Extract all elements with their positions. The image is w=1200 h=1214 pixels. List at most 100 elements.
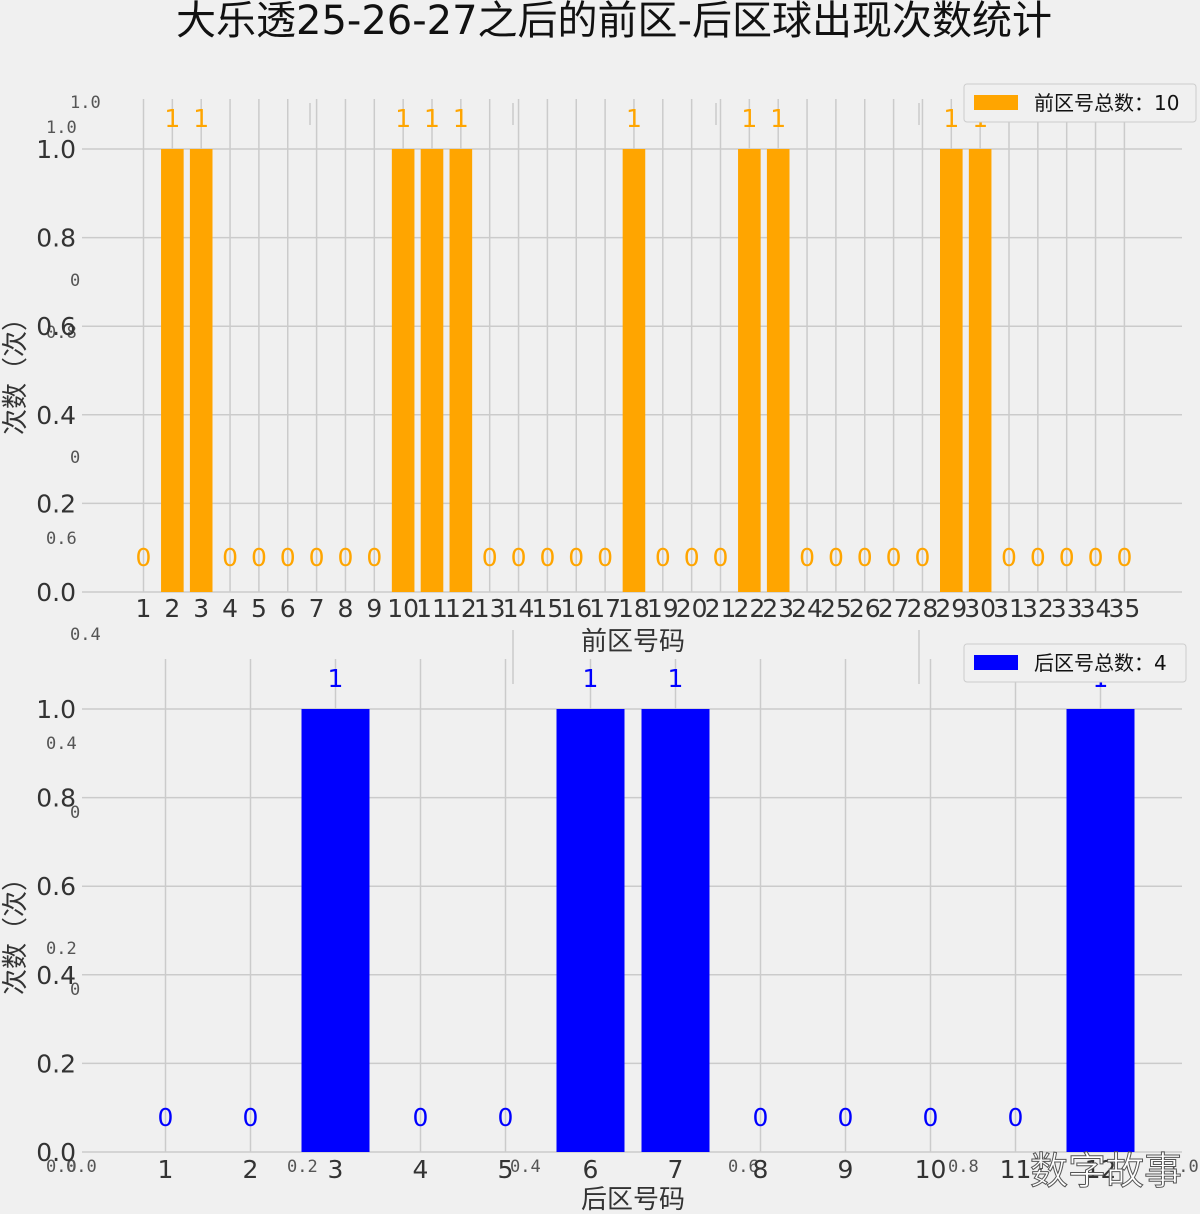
front-x-tick-label: 34 bbox=[1080, 594, 1112, 623]
front-x-tick-label: 18 bbox=[618, 594, 650, 623]
front-value-label: 1 bbox=[395, 104, 411, 133]
front-y-tick-label: 0.2 bbox=[36, 489, 76, 518]
front-value-label: 0 bbox=[366, 543, 382, 572]
front-x-tick-label: 25 bbox=[820, 594, 852, 623]
back-x-axis-label: 后区号码 bbox=[581, 1185, 685, 1214]
front-value-label: 0 bbox=[713, 543, 729, 572]
front-value-label: 0 bbox=[857, 543, 873, 572]
front-value-label: 1 bbox=[193, 104, 209, 133]
front-value-label: 0 bbox=[482, 543, 498, 572]
front-legend-swatch bbox=[974, 95, 1018, 110]
front-zone-chart: 0.00.20.40.60.81.0 01 10 0 0 0 0 01 1 10 0 0 0 010 0 0… bbox=[1, 83, 1197, 657]
front-x-tick-label: 27 bbox=[878, 594, 910, 623]
front-value-label: 0 bbox=[914, 543, 930, 572]
ghost-label: 0 bbox=[70, 271, 80, 291]
front-x-tick-label: 26 bbox=[849, 594, 881, 623]
back-value-label: 0 bbox=[923, 1103, 939, 1132]
back-value-label: 1 bbox=[583, 664, 599, 693]
front-bars bbox=[161, 149, 992, 592]
back-y-tick-label: 1.0 bbox=[36, 695, 76, 724]
back-x-tick-label: 8 bbox=[753, 1155, 769, 1184]
front-x-tick-label: 20 bbox=[676, 594, 708, 623]
back-value-label: 1 bbox=[328, 664, 344, 693]
front-y-tick-label: 0.6 bbox=[36, 312, 76, 341]
back-x-tick-label: 1 bbox=[158, 1155, 174, 1184]
front-value-label: 0 bbox=[511, 543, 527, 572]
front-y-tick-label: 1.0 bbox=[36, 135, 76, 164]
front-value-label: 1 bbox=[626, 104, 642, 133]
front-x-tick-label: 33 bbox=[1051, 594, 1083, 623]
back-y-tick-label: 0.0 bbox=[36, 1138, 76, 1167]
ghost-label: 0 bbox=[70, 448, 80, 468]
back-legend: 后区号总数：4 bbox=[963, 643, 1187, 683]
front-value-label: 0 bbox=[280, 543, 296, 572]
back-grid bbox=[82, 659, 1182, 1153]
front-x-tick-label: 10 bbox=[387, 594, 419, 623]
front-y-tick-label: 0.4 bbox=[36, 401, 76, 430]
front-value-label: 0 bbox=[136, 543, 152, 572]
front-x-tick-label: 23 bbox=[762, 594, 794, 623]
back-y-axis-label: 次数（次） bbox=[1, 865, 31, 995]
ghost-label: 0.2 bbox=[287, 1157, 318, 1177]
back-value-label: 0 bbox=[838, 1103, 854, 1132]
front-value-label: 1 bbox=[943, 104, 959, 133]
front-x-tick-label: 3 bbox=[193, 594, 209, 623]
back-value-label: 0 bbox=[413, 1103, 429, 1132]
watermark-text: 数字故事 bbox=[1030, 1149, 1182, 1193]
ghost-label: 0.8 bbox=[948, 1157, 979, 1177]
ghost-label: 0.4 bbox=[510, 1157, 541, 1177]
ghost-label: 0 bbox=[70, 803, 80, 823]
front-value-label: 0 bbox=[684, 543, 700, 572]
back-x-tick-label: 7 bbox=[668, 1155, 684, 1184]
ghost-label: 1.0 bbox=[70, 93, 101, 113]
back-x-tick-label: 12 bbox=[1085, 1155, 1117, 1184]
back-x-tick-label: 2 bbox=[243, 1155, 259, 1184]
back-y-ticks: 0.00.20.40.60.81.0 bbox=[36, 695, 76, 1167]
ghost-label: 0.4 bbox=[70, 625, 101, 645]
front-x-ticks: 1 2 3 4 5 6 7 8 9 1011121314151617181920212223242… bbox=[136, 594, 1141, 623]
front-value-label: 0 bbox=[1088, 543, 1104, 572]
chart-title: 大乐透25-26-27之后的前区-后区球出现次数统计 bbox=[176, 0, 1052, 44]
front-value-label: 0 bbox=[597, 543, 613, 572]
front-legend-label: 前区号总数：10 bbox=[1034, 91, 1179, 115]
front-value-label: 0 bbox=[222, 543, 238, 572]
front-y-tick-label: 0.8 bbox=[36, 224, 76, 253]
back-y-tick-label: 0.2 bbox=[36, 1049, 76, 1078]
front-x-tick-label: 29 bbox=[935, 594, 967, 623]
front-value-labels: 01100000011100000100011000001100000 bbox=[136, 104, 1133, 572]
front-y-tick-label: 0.0 bbox=[36, 578, 76, 607]
front-x-tick-label: 14 bbox=[503, 594, 535, 623]
front-value-label: 0 bbox=[1001, 543, 1017, 572]
front-x-tick-label: 35 bbox=[1108, 594, 1140, 623]
ghost-label: 0.2 bbox=[46, 939, 77, 959]
ghost-label: 0.8 bbox=[46, 323, 77, 343]
ghost-label: 1.0 bbox=[1168, 1157, 1199, 1177]
ghost-label: 0.4 bbox=[46, 734, 77, 754]
back-bar bbox=[641, 709, 710, 1152]
back-legend-label: 后区号总数：4 bbox=[1034, 651, 1167, 675]
back-y-tick-label: 0.6 bbox=[36, 872, 76, 901]
front-x-tick-label: 31 bbox=[993, 594, 1025, 623]
front-value-label: 0 bbox=[799, 543, 815, 572]
ghost-label: 0.6 bbox=[46, 529, 77, 549]
back-value-label: 0 bbox=[1008, 1103, 1024, 1132]
ghost-label: 0.0 bbox=[66, 1157, 97, 1177]
front-bar bbox=[420, 149, 444, 592]
ghost-axis-labels: 1.0 1.0 0 0.8 0 0.6 0.4 0.4 0 0.2 0 0.0 … bbox=[46, 93, 1199, 1177]
front-value-label: 1 bbox=[770, 104, 786, 133]
front-value-label: 0 bbox=[886, 543, 902, 572]
front-y-ticks: 0.00.20.40.60.81.0 bbox=[36, 135, 76, 607]
back-bar bbox=[301, 709, 370, 1152]
front-bar bbox=[391, 149, 415, 592]
back-bar bbox=[556, 709, 625, 1152]
front-value-label: 0 bbox=[337, 543, 353, 572]
front-value-label: 1 bbox=[453, 104, 469, 133]
back-y-tick-label: 0.4 bbox=[36, 961, 76, 990]
back-value-label: 0 bbox=[753, 1103, 769, 1132]
front-bar bbox=[968, 149, 992, 592]
front-x-tick-label: 28 bbox=[907, 594, 939, 623]
front-y-axis-label: 次数（次） bbox=[1, 305, 31, 435]
front-x-tick-label: 16 bbox=[560, 594, 592, 623]
ghost-label: 0.6 bbox=[728, 1157, 759, 1177]
